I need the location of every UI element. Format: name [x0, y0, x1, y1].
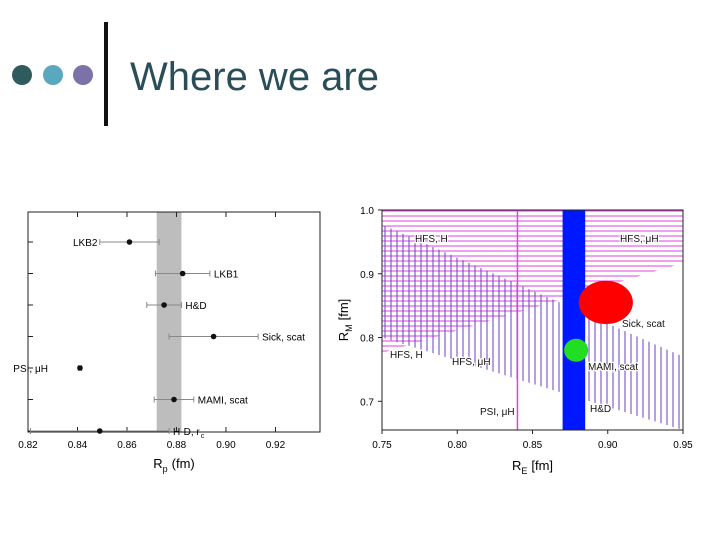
- axis-label-main: R: [153, 456, 162, 471]
- plot-area: [382, 210, 683, 430]
- point-label: Sick, scat: [262, 333, 305, 344]
- x-tick-label: 0.84: [68, 440, 88, 451]
- bullet-dot: [73, 65, 93, 85]
- point-label: PSI, μH: [13, 364, 48, 375]
- v-band: [562, 210, 586, 430]
- plot-frame: [27, 211, 321, 433]
- point-label-text: LKB1: [214, 270, 239, 281]
- y-tick-label: 0.7: [360, 397, 374, 408]
- annotation: H&D: [590, 404, 611, 415]
- x-tick-label: 0.90: [598, 440, 618, 451]
- point-label-text: LKB2: [73, 238, 98, 249]
- x-tick-label: 0.82: [18, 440, 38, 451]
- x-tick-label: 0.86: [117, 440, 137, 451]
- axis-label-unit: [fm]: [336, 299, 351, 321]
- axis-label-unit: (fm): [172, 456, 195, 471]
- annotation: PSI, μH: [480, 407, 515, 418]
- data-point: [171, 396, 177, 403]
- data-point: [77, 365, 83, 371]
- bullet-dot: [12, 65, 32, 85]
- title-bar: [104, 22, 108, 126]
- data-point: [210, 333, 217, 340]
- axis-label-unit: [fm]: [531, 458, 553, 473]
- bullet-dot: [43, 65, 63, 85]
- axis-label-sub: p: [163, 464, 168, 474]
- point-label-text: H&D: [185, 301, 206, 312]
- x-tick-label: 0.92: [266, 440, 286, 451]
- point-label-text: H-D, r: [173, 427, 200, 438]
- hatched-region: [382, 224, 683, 430]
- point-label-text: Sick, scat: [262, 333, 305, 344]
- y-tick-label: 0.9: [360, 270, 374, 281]
- x-tick-label: 0.85: [523, 440, 543, 451]
- data-point: [179, 270, 186, 277]
- annotation: HFS, μH: [452, 357, 491, 368]
- point-label: H-D, rc: [173, 427, 205, 440]
- data-point: [126, 239, 133, 245]
- axis-label-sub: M: [344, 324, 354, 332]
- plot-band: [156, 212, 182, 432]
- axis-label-main: R: [336, 332, 351, 341]
- annotation: Sick, scat: [622, 319, 665, 330]
- slide-title: Where we are: [130, 55, 379, 99]
- axis-label: Rp (fm): [153, 456, 195, 474]
- axis-label: RE [fm]: [512, 458, 553, 476]
- x-tick-label: 0.88: [167, 440, 187, 451]
- annotation: HFS, H: [415, 234, 448, 245]
- ellipse-region: [564, 338, 589, 362]
- ellipse-region: [578, 280, 633, 325]
- x-tick-label: 0.75: [372, 440, 392, 451]
- point-label-text: MAMI, scat: [198, 396, 248, 407]
- y-tick-label: 1.0: [360, 206, 374, 217]
- point-label: LKB2: [73, 238, 98, 249]
- x-tick-label: 0.90: [216, 440, 236, 451]
- point-label-sub: c: [201, 433, 205, 440]
- point-label: LKB1: [214, 270, 239, 281]
- y-tick-label: 0.8: [360, 334, 374, 345]
- point-label: MAMI, scat: [198, 396, 248, 407]
- axis-label-sub: E: [521, 466, 527, 476]
- data-point: [96, 428, 103, 434]
- point-label-text: PSI, μH: [13, 364, 48, 375]
- axis-label: RM [fm]: [336, 299, 354, 342]
- x-tick-label: 0.80: [448, 440, 468, 451]
- annotation: HFS, H: [390, 350, 423, 361]
- axis-label-main: R: [512, 458, 521, 473]
- point-label: H&D: [185, 301, 206, 312]
- data-point: [161, 302, 167, 308]
- x-tick-label: 0.95: [673, 440, 693, 451]
- annotation: MAMI, scat: [588, 362, 638, 373]
- annotation: HFS, μH: [620, 234, 659, 245]
